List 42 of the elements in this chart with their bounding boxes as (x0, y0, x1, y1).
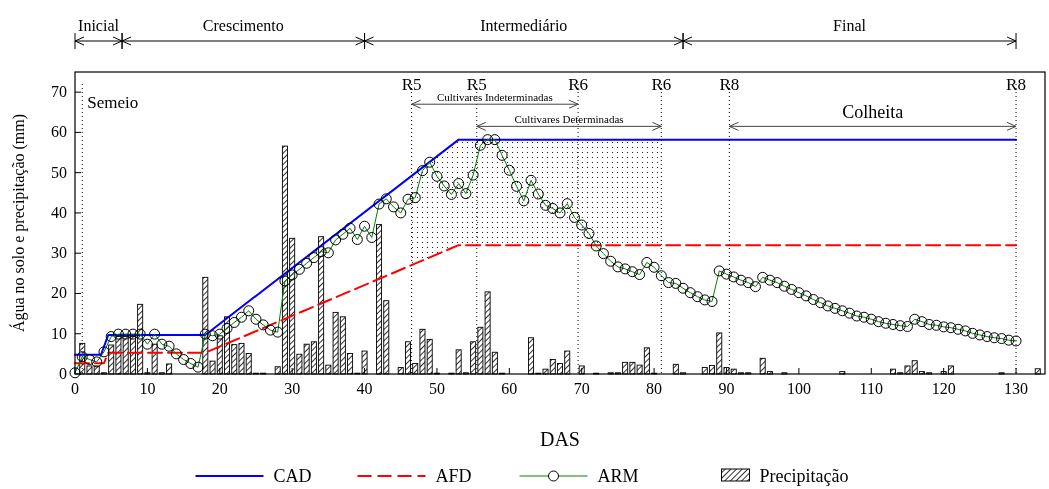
x-tick-label: 110 (859, 380, 883, 397)
legend-label: AFD (435, 466, 472, 486)
y-tick-label: 70 (51, 83, 67, 101)
ref-line-label: R5 (401, 75, 422, 94)
x-tick-label: 120 (931, 380, 956, 397)
legend-label: Precipitação (759, 466, 849, 486)
x-tick-label: 90 (718, 380, 735, 397)
x-tick-label: 40 (356, 380, 373, 397)
x-tick-label: 20 (211, 380, 228, 397)
x-tick-label: 0 (71, 380, 79, 397)
legend-label: CAD (273, 466, 312, 486)
x-tick-label: 10 (139, 380, 156, 397)
ref-line-label: R8 (1006, 75, 1026, 94)
ref-line-label: Semeio (87, 93, 139, 112)
annotation: Cultivares Determinadas (514, 113, 624, 126)
y-tick-label: 30 (51, 244, 67, 262)
x-tick-label: 30 (284, 380, 301, 397)
text: Crescimento (202, 17, 284, 34)
x-axis-title: DAS (539, 428, 581, 450)
ref-line-label: R5 (466, 75, 487, 94)
x-tick-label: 60 (501, 380, 518, 397)
annotation: Colheita (842, 102, 904, 123)
text: Inicial (78, 17, 120, 34)
x-tick-label: 80 (646, 380, 663, 397)
y-tick-label: 0 (59, 365, 67, 382)
annotation: Cultivares Indeterminadas (436, 91, 553, 104)
y-axis-title: Água no solo e precipitação (mm) (9, 113, 28, 333)
y-tick-label: 50 (51, 163, 67, 181)
ref-line-label: R6 (651, 75, 672, 94)
y-tick-label: 10 (51, 324, 67, 342)
y-tick-label: 60 (51, 123, 67, 141)
x-tick-label: 70 (573, 380, 590, 397)
text: Final (833, 17, 867, 34)
x-tick-label: 130 (1004, 380, 1029, 397)
x-tick-label: 100 (786, 380, 811, 397)
y-tick-label: 20 (51, 284, 67, 302)
ref-line-label: R6 (568, 75, 589, 94)
text: Intermediário (480, 17, 568, 34)
x-tick-label: 50 (428, 380, 445, 397)
legend-label: ARM (597, 466, 639, 486)
y-tick-label: 40 (51, 203, 67, 221)
ref-line-label: R8 (719, 75, 740, 94)
